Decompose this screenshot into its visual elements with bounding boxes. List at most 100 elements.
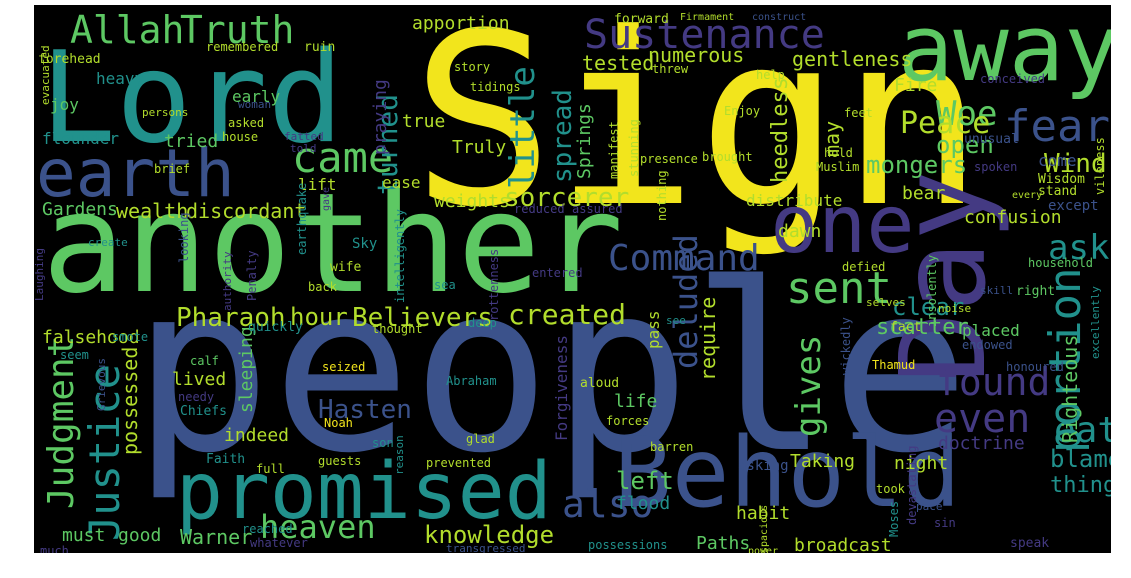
- word-authority: authority: [221, 251, 234, 311]
- word-cloud: Sign people another Lord away Day Behold…: [34, 5, 1111, 553]
- word-sin: sin: [934, 516, 956, 530]
- word-entered: entered: [532, 266, 583, 280]
- word-vileness: vileness: [1093, 137, 1107, 195]
- word-created: created: [508, 298, 627, 331]
- word-eat: eat: [1054, 410, 1111, 451]
- word-indeed: indeed: [224, 425, 290, 446]
- word-night: night: [894, 453, 949, 474]
- word-household: household: [1028, 256, 1094, 270]
- word-sea: sea: [434, 278, 456, 292]
- word-lift: lift: [298, 175, 337, 194]
- word-confusion: confusion: [964, 207, 1062, 228]
- word-gardens: Gardens: [42, 199, 118, 220]
- word-behold: Behold: [614, 417, 961, 529]
- word-selves: selves: [866, 296, 906, 309]
- word-pace: pace: [916, 500, 943, 513]
- word-fatted: fatted: [284, 130, 324, 143]
- word-gives: gives: [789, 334, 829, 437]
- word-except: except: [1048, 198, 1099, 214]
- word-right: right: [1016, 284, 1056, 299]
- word-sleeping: sleeping: [236, 326, 257, 413]
- word-looking: looking: [177, 212, 191, 263]
- word-ask: ask: [1048, 228, 1110, 268]
- word-presence: presence: [640, 152, 698, 166]
- word-clear: clear: [892, 293, 965, 321]
- word-apportion: apportion: [412, 13, 510, 34]
- word-possessions: possessions: [588, 538, 668, 552]
- word-ruin: ruin: [304, 40, 336, 55]
- word-brief: brief: [154, 162, 191, 176]
- word-hold: hold: [824, 146, 853, 160]
- word-gentleness: gentleness: [792, 47, 913, 71]
- word-construct: construct: [752, 12, 807, 23]
- word-forehead: forehead: [38, 52, 101, 67]
- word-fact: fact: [890, 320, 922, 335]
- word-early: early: [232, 87, 281, 106]
- word-discordant: discordant: [186, 199, 307, 223]
- word-numerous: numerous: [648, 43, 745, 67]
- word-asking: asking: [738, 458, 789, 474]
- word-promised: promised: [176, 447, 552, 537]
- word-speak: speak: [1010, 536, 1050, 551]
- word-noise: noise: [938, 302, 972, 315]
- word-transgressed: transgressed: [446, 542, 526, 553]
- word-prevented: prevented: [426, 456, 492, 470]
- word-spread: spread: [548, 89, 578, 183]
- word-spacious: spacious: [759, 504, 770, 553]
- word-honoured: honoured: [1006, 360, 1064, 374]
- word-threw: threw: [652, 62, 689, 76]
- word-faith: Faith: [206, 452, 246, 467]
- word-springs: Springs: [574, 103, 595, 179]
- word-stand: stand: [1038, 184, 1078, 199]
- word-house: house: [222, 130, 259, 144]
- word-require: require: [696, 296, 720, 381]
- word-distribute: distribute: [746, 191, 843, 210]
- word-story: story: [454, 60, 491, 74]
- word-evacuated: evacuated: [39, 45, 52, 105]
- word-nothing: nothing: [655, 170, 669, 221]
- word-tested: tested: [582, 51, 655, 75]
- word-needy: needy: [178, 390, 215, 404]
- word-skill: skill: [980, 284, 1014, 297]
- word-sky: Sky: [352, 236, 378, 252]
- word-brought: brought: [702, 150, 753, 164]
- word-sent: sent: [786, 263, 892, 314]
- word-pharaoh: Pharaoh: [176, 303, 286, 333]
- word-excellently: excellently: [1089, 286, 1102, 359]
- word-glad: glad: [466, 432, 495, 446]
- word-heavy: heavy: [96, 69, 145, 88]
- word-seized: seized: [322, 360, 366, 374]
- word-stunning: stunning: [627, 119, 641, 177]
- word-habit: habit: [736, 503, 791, 524]
- word-righteous: Righteous: [1058, 334, 1082, 443]
- word-found: found: [936, 360, 1051, 404]
- word-thing: thing: [1050, 473, 1111, 498]
- word-heedless: heedless: [768, 77, 793, 183]
- word-feet: feet: [844, 106, 873, 120]
- word-joy: joy: [50, 95, 79, 114]
- word-bear: bear: [902, 183, 946, 204]
- word-thamud: Thamud: [872, 358, 916, 372]
- word-assured: assured: [572, 202, 623, 216]
- word-thought: thought: [372, 322, 423, 336]
- word-muslim: Muslim: [816, 160, 860, 174]
- word-reduced: reduced: [514, 202, 565, 216]
- word-doctrine: doctrine: [938, 433, 1025, 454]
- word-calf: calf: [190, 354, 219, 368]
- word-gave: gave: [321, 186, 332, 211]
- word-sorcerer: sorcerer: [504, 183, 630, 213]
- word-heaven: heaven: [260, 508, 376, 546]
- word-told: told: [290, 142, 317, 155]
- word-much: much: [40, 544, 69, 553]
- word-hasten: Hasten: [318, 395, 412, 425]
- word-blame: blame: [1050, 445, 1111, 473]
- word-truly: Truly: [452, 137, 507, 158]
- word-weights: weights: [434, 191, 510, 212]
- word-power: power: [748, 546, 779, 554]
- word-left: left: [616, 467, 674, 495]
- word-possessed: possessed: [118, 346, 142, 455]
- word-every: every: [1012, 190, 1043, 201]
- word-broadcast: broadcast: [794, 535, 892, 554]
- word-came: came: [292, 133, 394, 182]
- word-falsehood: falsehood: [42, 327, 140, 348]
